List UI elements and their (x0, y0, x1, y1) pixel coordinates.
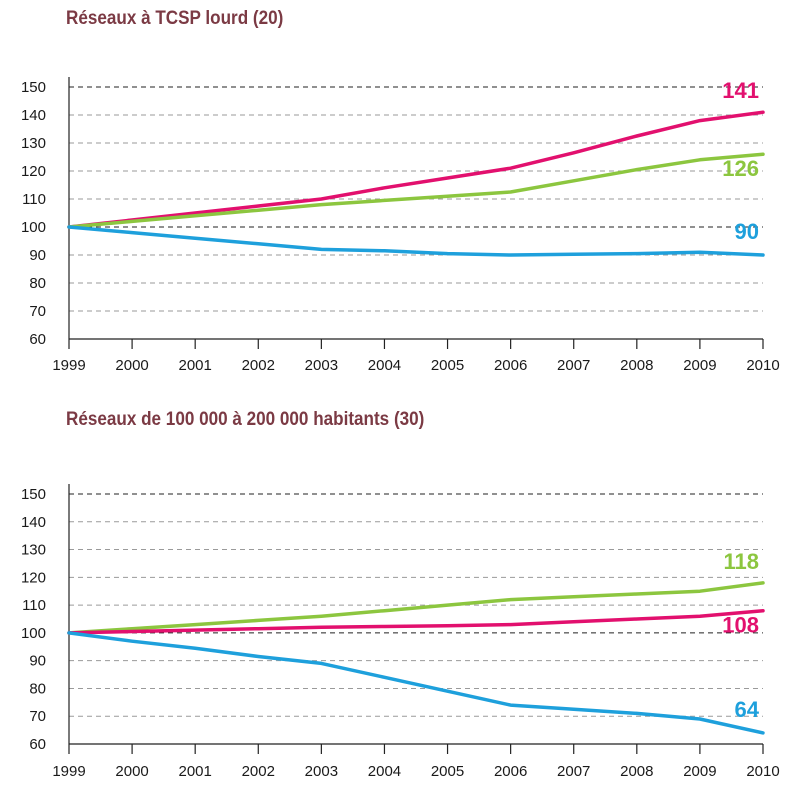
y-tick-label: 70 (29, 303, 46, 320)
end-label-green: 126 (722, 156, 759, 181)
y-tick-label: 100 (21, 219, 46, 236)
y-tick-label: 130 (21, 135, 46, 152)
x-tick-label: 2007 (557, 357, 590, 374)
series-line-blue (67, 631, 765, 735)
x-tick-label: 2001 (178, 763, 211, 780)
y-tick-label: 140 (21, 107, 46, 124)
end-label-pink: 108 (722, 613, 759, 638)
x-tick-label: 2010 (746, 763, 779, 780)
x-tick-label: 2002 (242, 357, 275, 374)
x-tick-label: 2009 (683, 357, 716, 374)
y-tick-label: 60 (29, 736, 46, 753)
chart-1: 60 70 80 90 100 110 120 130 140 150 1999 2000 2001 20… (21, 77, 780, 374)
series-line-pink (67, 608, 765, 635)
y-tick-label: 150 (21, 486, 46, 503)
x-tick-label: 2004 (368, 357, 401, 374)
y-tick-label: 120 (21, 569, 46, 586)
x-tick-label: 2003 (305, 763, 338, 780)
x-tick-label: 2006 (494, 357, 527, 374)
y-tick-label: 80 (29, 680, 46, 697)
chart-2-title: Réseaux de 100 000 à 200 000 habitants (… (66, 409, 425, 430)
x-tick-label: 2000 (115, 763, 148, 780)
y-tick-label: 90 (29, 247, 46, 264)
x-tick-label: 2006 (494, 763, 527, 780)
series-line-pink (67, 110, 765, 229)
series-line-blue (67, 225, 765, 257)
end-label-green: 118 (724, 549, 760, 574)
y-tick-label: 150 (21, 79, 46, 96)
end-label-blue: 64 (735, 697, 760, 722)
series-line-green (67, 152, 765, 229)
x-tick-label: 2002 (242, 763, 275, 780)
y-tick-label: 120 (21, 163, 46, 180)
y-tick-label: 90 (29, 653, 46, 670)
x-tick-label: 2010 (746, 357, 779, 374)
x-tick-label: 2009 (683, 763, 716, 780)
y-tick-label: 60 (29, 331, 46, 348)
x-tick-label: 2003 (305, 357, 338, 374)
x-tick-label: 2004 (368, 763, 401, 780)
x-tick-label: 2008 (620, 357, 653, 374)
y-tick-label: 140 (21, 514, 46, 531)
series-line-green (67, 581, 765, 635)
x-tick-label: 2008 (620, 763, 653, 780)
x-tick-label: 2007 (557, 763, 590, 780)
x-tick-label: 2000 (115, 357, 148, 374)
chart-1-title: Réseaux à TCSP lourd (20) (66, 8, 284, 29)
x-tick-label: 1999 (52, 763, 85, 780)
y-tick-label: 100 (21, 625, 46, 642)
y-tick-label: 110 (22, 597, 46, 614)
x-tick-label: 2001 (178, 357, 211, 374)
y-tick-label: 110 (22, 191, 46, 208)
y-tick-label: 130 (21, 542, 46, 559)
x-tick-label: 2005 (431, 357, 464, 374)
x-tick-label: 1999 (52, 357, 85, 374)
end-label-pink: 141 (722, 78, 759, 103)
y-tick-label: 70 (29, 708, 46, 725)
x-tick-label: 2005 (431, 763, 464, 780)
end-label-blue: 90 (735, 219, 759, 244)
y-tick-label: 80 (29, 275, 46, 292)
